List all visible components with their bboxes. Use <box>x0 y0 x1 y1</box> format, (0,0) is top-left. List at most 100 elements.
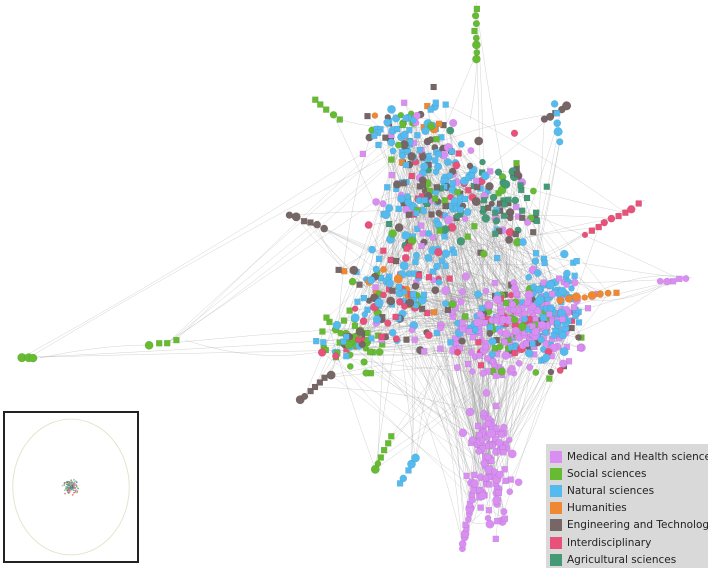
graph-node[interactable] <box>312 96 319 103</box>
graph-node[interactable] <box>346 363 354 370</box>
graph-node[interactable] <box>523 194 531 202</box>
graph-node[interactable] <box>433 329 440 336</box>
graph-node[interactable] <box>656 277 664 285</box>
graph-node[interactable] <box>341 268 348 275</box>
graph-node[interactable] <box>386 220 393 228</box>
legend-item-humanities[interactable]: Humanities <box>550 500 708 517</box>
graph-node[interactable] <box>523 340 530 348</box>
graph-node[interactable] <box>486 301 493 309</box>
graph-node[interactable] <box>497 431 505 438</box>
graph-node[interactable] <box>531 257 540 265</box>
graph-node[interactable] <box>455 150 462 157</box>
graph-node[interactable] <box>388 156 395 163</box>
graph-node[interactable] <box>441 286 450 295</box>
graph-node[interactable] <box>607 214 616 223</box>
graph-node[interactable] <box>346 307 353 314</box>
graph-node[interactable] <box>402 114 409 122</box>
graph-node[interactable] <box>511 349 518 357</box>
graph-node[interactable] <box>144 340 154 350</box>
graph-node[interactable] <box>351 305 359 312</box>
graph-node[interactable] <box>533 217 541 225</box>
graph-node[interactable] <box>477 491 487 501</box>
graph-node[interactable] <box>156 340 163 347</box>
graph-node[interactable] <box>457 206 464 214</box>
graph-node[interactable] <box>501 338 508 346</box>
graph-node[interactable] <box>540 279 547 286</box>
graph-node[interactable] <box>484 354 492 363</box>
graph-node[interactable] <box>323 314 330 321</box>
graph-node[interactable] <box>468 436 476 444</box>
graph-node[interactable] <box>468 172 476 179</box>
graph-node[interactable] <box>486 324 494 331</box>
graph-node[interactable] <box>437 324 444 332</box>
graph-node[interactable] <box>560 249 569 259</box>
graph-node[interactable] <box>435 278 443 286</box>
graph-node[interactable] <box>492 209 499 216</box>
graph-node[interactable] <box>514 170 521 178</box>
graph-node[interactable] <box>501 201 508 208</box>
graph-node[interactable] <box>492 372 499 379</box>
graph-node[interactable] <box>495 489 503 497</box>
graph-node[interactable] <box>486 330 494 337</box>
graph-node[interactable] <box>449 180 456 187</box>
graph-node[interactable] <box>354 298 361 305</box>
graph-node[interactable] <box>464 360 472 368</box>
graph-node[interactable] <box>399 121 406 129</box>
graph-node[interactable] <box>472 326 479 333</box>
graph-node[interactable] <box>676 275 683 283</box>
graph-node[interactable] <box>461 272 471 281</box>
graph-node[interactable] <box>421 197 428 204</box>
graph-node[interactable] <box>388 229 397 238</box>
graph-node[interactable] <box>388 171 396 179</box>
graph-node[interactable] <box>372 284 379 291</box>
graph-node[interactable] <box>329 111 338 119</box>
graph-node[interactable] <box>362 369 370 377</box>
graph-node[interactable] <box>392 335 400 343</box>
graph-node[interactable] <box>506 488 514 496</box>
graph-node[interactable] <box>313 220 321 229</box>
graph-node[interactable] <box>496 343 504 351</box>
graph-node[interactable] <box>669 278 677 285</box>
graph-node[interactable] <box>405 298 415 308</box>
graph-node[interactable] <box>485 519 495 529</box>
graph-node[interactable] <box>431 286 440 295</box>
graph-node[interactable] <box>472 20 480 28</box>
graph-node[interactable] <box>414 132 421 139</box>
graph-node[interactable] <box>313 337 320 345</box>
graph-node[interactable] <box>562 101 572 111</box>
graph-node[interactable] <box>449 118 458 128</box>
graph-node[interactable] <box>316 379 324 386</box>
legend-item-medical[interactable]: Medical and Health sciences <box>550 448 708 465</box>
graph-node[interactable] <box>480 409 488 417</box>
graph-node[interactable] <box>540 314 547 322</box>
graph-node[interactable] <box>364 221 373 229</box>
graph-node[interactable] <box>556 366 564 374</box>
graph-node[interactable] <box>332 352 340 360</box>
graph-node[interactable] <box>387 105 396 114</box>
graph-node[interactable] <box>457 298 465 306</box>
graph-node[interactable] <box>380 265 387 273</box>
graph-node[interactable] <box>420 162 429 171</box>
graph-node[interactable] <box>575 334 582 341</box>
graph-node[interactable] <box>532 368 540 376</box>
graph-node[interactable] <box>571 272 578 279</box>
graph-node[interactable] <box>663 277 671 286</box>
graph-node[interactable] <box>441 233 448 240</box>
graph-node[interactable] <box>471 197 481 207</box>
graph-node[interactable] <box>524 349 534 358</box>
graph-node[interactable] <box>473 5 481 13</box>
graph-node[interactable] <box>472 54 481 64</box>
graph-node[interactable] <box>532 250 540 257</box>
graph-node[interactable] <box>472 40 481 50</box>
graph-node[interactable] <box>459 319 466 326</box>
graph-node[interactable] <box>453 212 461 220</box>
graph-node[interactable] <box>468 348 476 356</box>
graph-node[interactable] <box>553 319 561 327</box>
graph-node[interactable] <box>511 316 519 324</box>
graph-node[interactable] <box>453 364 461 372</box>
graph-node[interactable] <box>473 177 480 185</box>
graph-node[interactable] <box>470 486 477 494</box>
graph-node[interactable] <box>489 358 497 365</box>
graph-node[interactable] <box>397 194 406 203</box>
graph-node[interactable] <box>548 290 556 298</box>
